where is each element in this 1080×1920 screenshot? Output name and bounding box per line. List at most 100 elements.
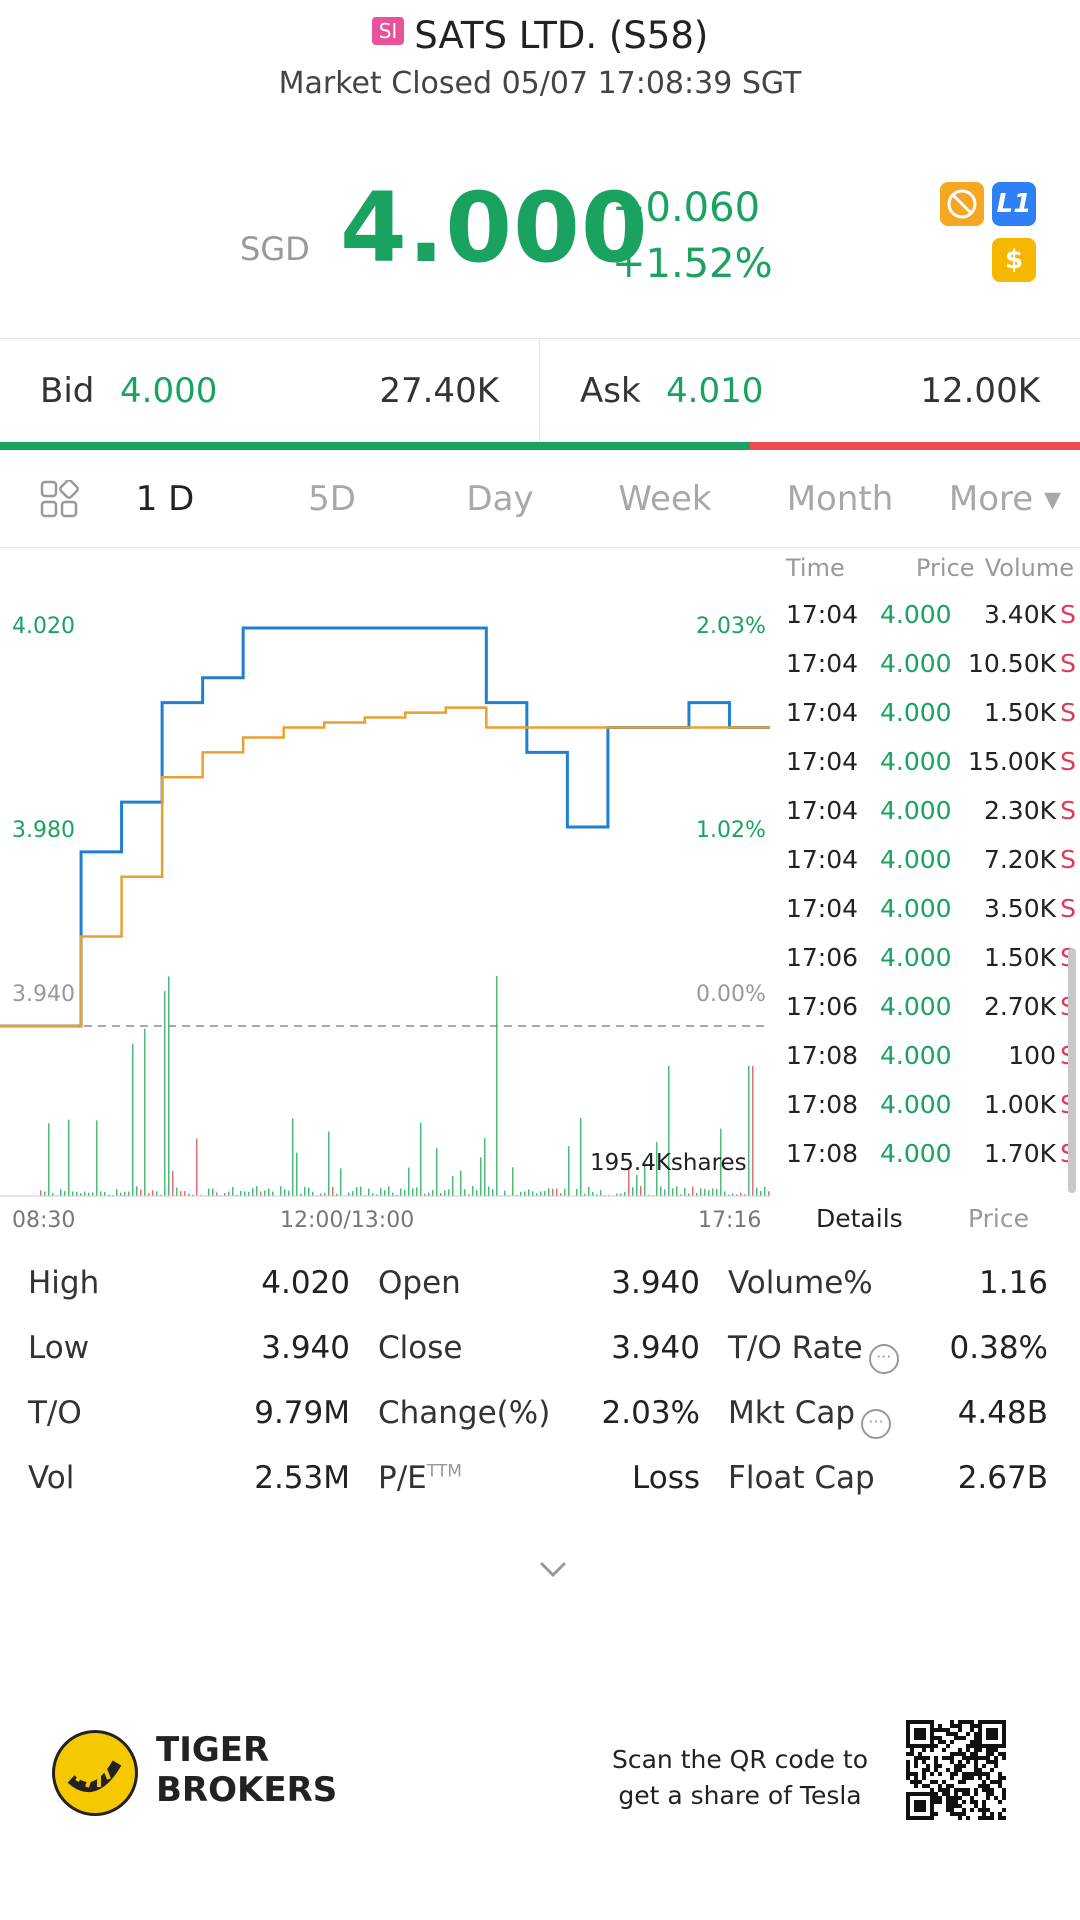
qr-module <box>994 1764 998 1768</box>
qr-module <box>982 1780 986 1784</box>
bid-section[interactable]: Bid 4.000 27.40K <box>0 339 540 443</box>
qr-module <box>934 1764 938 1768</box>
qr-module <box>914 1792 918 1796</box>
volume-bar <box>504 1190 506 1196</box>
volume-bar <box>624 1192 626 1196</box>
volume-bar <box>184 1191 186 1196</box>
qr-module <box>954 1772 958 1776</box>
qr-module <box>914 1800 918 1804</box>
stat-value: 9.79M <box>254 1395 350 1431</box>
volume-bar <box>264 1190 266 1196</box>
qr-module <box>998 1780 1002 1784</box>
qr-module <box>966 1756 970 1760</box>
tab-day[interactable]: Day <box>466 479 534 519</box>
qr-module <box>986 1756 990 1760</box>
currency-label: SGD <box>240 230 310 268</box>
qr-module <box>950 1760 954 1764</box>
qr-module <box>950 1800 954 1804</box>
qr-module <box>1002 1740 1006 1744</box>
tab-more[interactable]: More ▾ <box>948 479 1062 519</box>
tab-week[interactable]: Week <box>618 479 712 519</box>
qr-module <box>914 1772 918 1776</box>
dollar-icon[interactable]: $ <box>992 238 1036 282</box>
qr-module <box>950 1796 954 1800</box>
qr-module <box>914 1760 918 1764</box>
qr-module <box>910 1792 914 1796</box>
qr-module <box>986 1748 990 1752</box>
volume-bar <box>716 1189 718 1196</box>
qr-module <box>958 1736 962 1740</box>
qr-module <box>998 1752 1002 1756</box>
level1-icon[interactable]: L1 <box>992 182 1036 226</box>
stock-title: SATS LTD. (S58) <box>414 14 709 57</box>
qr-module <box>950 1776 954 1780</box>
qr-module <box>974 1788 978 1792</box>
qr-module <box>966 1816 970 1820</box>
qr-module <box>918 1780 922 1784</box>
time-and-sales[interactable]: Time Price Volume 17:04 4.000 3.40K S 17:04 4… <box>780 548 1080 1233</box>
qr-module <box>986 1816 990 1820</box>
qr-module <box>906 1776 910 1780</box>
qr-module <box>958 1752 962 1756</box>
qr-module <box>950 1740 954 1744</box>
stat-label: Change(%) <box>378 1395 551 1431</box>
grid-layout-icon[interactable] <box>40 480 80 520</box>
qr-module <box>930 1772 934 1776</box>
details-tab[interactable]: Details <box>816 1204 903 1233</box>
volume-bar <box>740 1192 742 1196</box>
qr-module <box>958 1796 962 1800</box>
qr-module <box>962 1736 966 1740</box>
qr-module <box>926 1816 930 1820</box>
no-short-icon[interactable] <box>940 182 984 226</box>
qr-module <box>918 1808 922 1812</box>
stat-label: P/E <box>378 1460 427 1496</box>
qr-module <box>914 1816 918 1820</box>
volume-bar <box>288 1190 290 1196</box>
ask-section[interactable]: Ask 4.010 12.00K <box>540 339 1080 443</box>
volume-bar <box>496 976 498 1196</box>
qr-module <box>958 1760 962 1764</box>
volume-bar <box>180 1191 182 1196</box>
qr-module <box>990 1732 994 1736</box>
qr-module <box>906 1744 910 1748</box>
chevron-down-icon[interactable] <box>536 1560 570 1580</box>
tab-month[interactable]: Month <box>786 479 894 519</box>
tick-row: 17:04 4.000 7.20K S <box>780 845 1080 894</box>
qr-module <box>922 1748 926 1752</box>
volume-bar <box>704 1188 706 1196</box>
qr-module <box>970 1752 974 1756</box>
ticks-scrollbar[interactable] <box>1068 948 1076 1193</box>
qr-module <box>958 1812 962 1816</box>
volume-bar <box>588 1186 590 1196</box>
price-tab[interactable]: Price <box>968 1204 1029 1233</box>
qr-module <box>998 1800 1002 1804</box>
qr-module <box>962 1808 966 1812</box>
qr-module <box>966 1776 970 1780</box>
qr-module <box>970 1720 974 1724</box>
stat-value: 3.940 <box>611 1330 700 1366</box>
volume-bar <box>536 1193 538 1196</box>
qr-module <box>978 1784 982 1788</box>
qr-module <box>950 1772 954 1776</box>
qr-module <box>922 1800 926 1804</box>
qr-module <box>938 1800 942 1804</box>
bid-price: 4.000 <box>120 371 218 411</box>
more-info-icon[interactable]: ··· <box>861 1409 892 1439</box>
qr-module <box>974 1756 978 1760</box>
volume-bar <box>336 1193 338 1196</box>
tab-5d[interactable]: 5D <box>308 479 356 519</box>
qr-module <box>946 1784 950 1788</box>
intraday-chart[interactable]: 4.020 3.980 3.940 2.03% 1.02% 0.00% 195.… <box>0 548 780 1233</box>
ask-label: Ask <box>580 371 641 411</box>
volume-bar <box>644 1162 646 1196</box>
qr-module <box>970 1808 974 1812</box>
more-info-icon[interactable]: ··· <box>868 1344 899 1374</box>
qr-module <box>930 1792 934 1796</box>
tab-1d[interactable]: 1 D <box>135 479 195 519</box>
qr-module <box>922 1792 926 1796</box>
volume-bar <box>696 1192 698 1196</box>
qr-module <box>958 1724 962 1728</box>
volume-bar <box>664 1189 666 1196</box>
qr-module <box>970 1724 974 1728</box>
qr-code-icon[interactable] <box>906 1720 1006 1820</box>
